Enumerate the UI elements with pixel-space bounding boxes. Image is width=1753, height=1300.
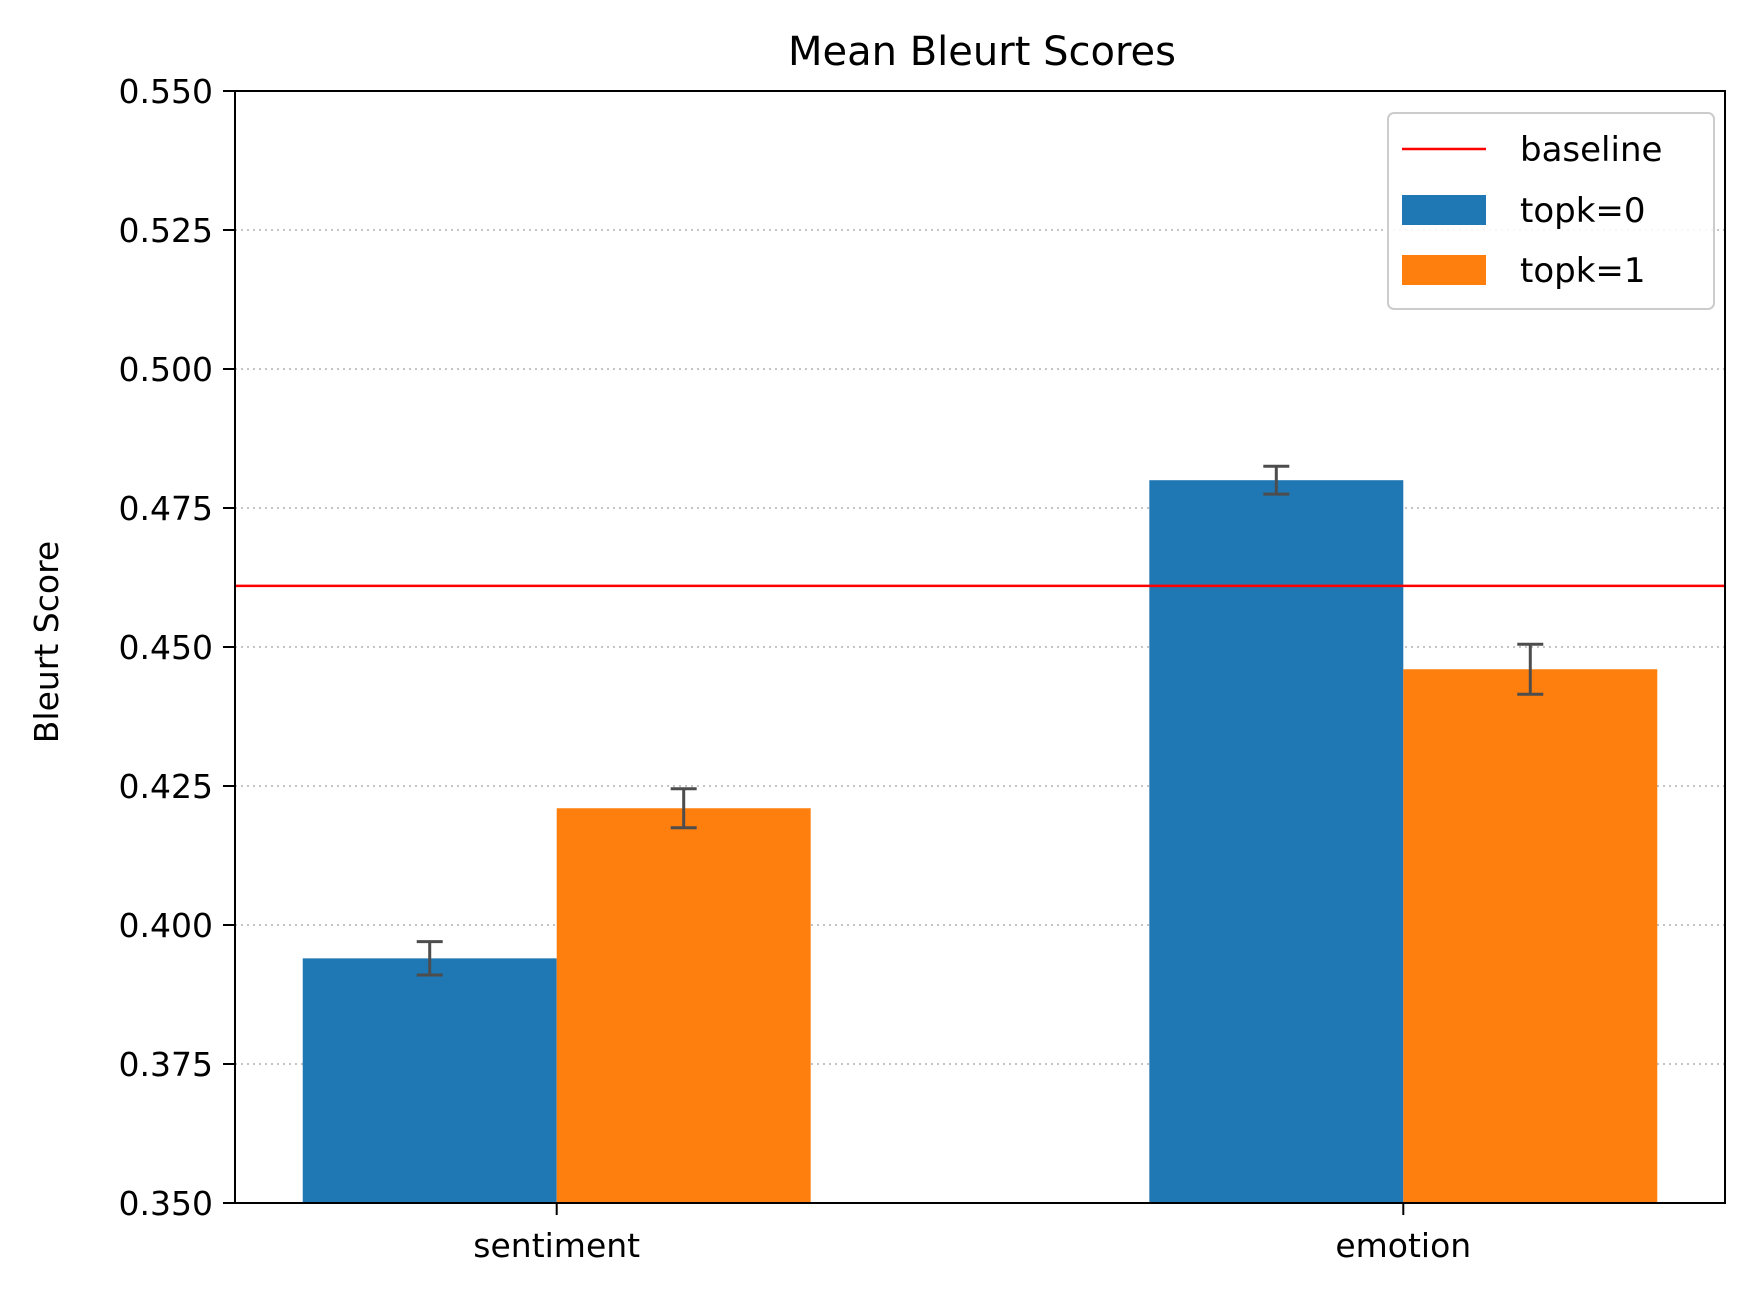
y-tick-label: 0.475 xyxy=(119,489,213,528)
legend-label-topk1: topk=1 xyxy=(1520,251,1646,291)
y-tick-label: 0.450 xyxy=(119,628,213,667)
y-tick-label: 0.425 xyxy=(119,767,213,806)
chart-title: Mean Bleurt Scores xyxy=(788,29,1176,75)
x-tick-label: sentiment xyxy=(473,1226,640,1265)
bar-topk0-sentiment xyxy=(302,958,557,1203)
y-tick-label: 0.550 xyxy=(119,72,213,111)
x-tick-label: emotion xyxy=(1335,1226,1471,1265)
y-tick-label: 0.350 xyxy=(119,1184,213,1223)
legend-label-topk0: topk=0 xyxy=(1520,191,1646,231)
legend-swatch-topk1 xyxy=(1402,255,1486,285)
legend-baseline-label: baseline xyxy=(1520,130,1662,170)
y-tick-label: 0.375 xyxy=(119,1045,213,1084)
legend: baseline topk=0 topk=1 xyxy=(1387,112,1715,310)
bar-topk1-sentiment xyxy=(556,808,811,1203)
bars xyxy=(302,480,1658,1203)
legend-swatch-topk0 xyxy=(1402,195,1486,225)
y-tick-label: 0.400 xyxy=(119,906,213,945)
y-axis-label: Bleurt Score xyxy=(27,541,66,743)
bar-topk0-emotion xyxy=(1149,480,1404,1203)
y-tick-label: 0.500 xyxy=(119,350,213,389)
error-bars xyxy=(416,464,1544,977)
gridlines xyxy=(235,229,1725,1065)
y-axis: 0.350 0.375 0.400 0.425 0.450 0.475 0.500 0.525… xyxy=(119,72,235,1223)
x-axis: sentiment emotion xyxy=(473,1203,1471,1265)
bar-topk1-emotion xyxy=(1403,669,1658,1203)
y-tick-label: 0.525 xyxy=(119,211,213,250)
